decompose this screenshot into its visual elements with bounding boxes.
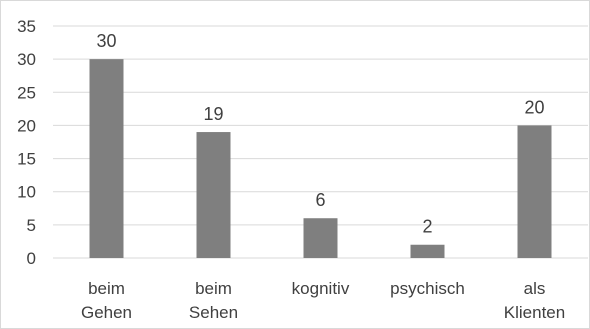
x-category-label: beim <box>195 279 232 298</box>
bar-3 <box>410 244 445 258</box>
y-axis-ticks: 0 5 10 15 20 25 30 35 <box>17 17 36 268</box>
x-category-label: kognitiv <box>292 279 350 298</box>
bar-0 <box>89 59 124 259</box>
bar-2 <box>303 218 338 258</box>
bar-4 <box>517 125 552 258</box>
x-category-label: als <box>524 279 546 298</box>
y-tick-label: 0 <box>27 249 36 268</box>
data-label: 2 <box>422 217 432 237</box>
bar-1 <box>196 132 231 258</box>
bars <box>89 59 552 259</box>
data-label: 30 <box>96 31 116 51</box>
data-label: 19 <box>203 104 223 124</box>
x-category-label: Sehen <box>189 303 238 322</box>
gridlines <box>53 25 588 259</box>
y-tick-label: 10 <box>17 183 36 202</box>
x-category-label: psychisch <box>390 279 465 298</box>
data-labels: 30 19 6 2 20 <box>96 31 544 237</box>
y-tick-label: 5 <box>27 216 36 235</box>
y-tick-label: 15 <box>17 150 36 169</box>
y-tick-label: 20 <box>17 116 36 135</box>
data-label: 6 <box>315 190 325 210</box>
y-tick-label: 30 <box>17 50 36 69</box>
y-tick-label: 35 <box>17 17 36 36</box>
x-category-label: beim <box>88 279 125 298</box>
y-tick-label: 25 <box>17 83 36 102</box>
x-category-label: Klienten <box>504 303 565 322</box>
x-category-label: Gehen <box>81 303 132 322</box>
data-label: 20 <box>524 97 544 117</box>
x-axis-categories: beim Gehen beim Sehen kognitiv psychisch als Kl… <box>81 279 565 322</box>
